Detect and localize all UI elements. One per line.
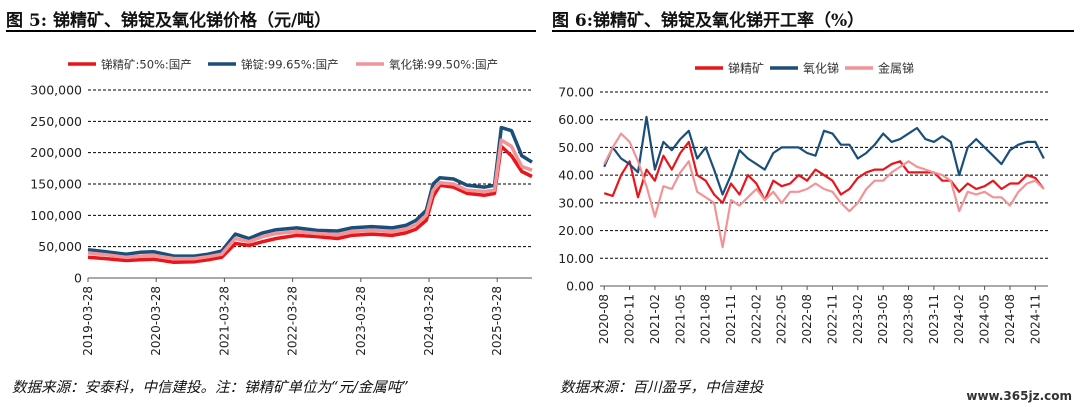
legend-label-1: 锑锭:99.65%:国产	[241, 58, 339, 72]
x-tick-label: 2024-02	[952, 294, 966, 344]
left-source-note: 数据来源：安泰科，中信建投。注：锑精矿单位为“元/金属吨”	[12, 380, 409, 396]
y-tick-label: 250,000	[30, 114, 82, 129]
x-tick-label: 2020-08	[597, 294, 611, 344]
watermark: www.365jz.com	[966, 389, 1072, 403]
left-title-rule	[6, 30, 536, 32]
x-tick-label: 2024-11	[1028, 294, 1042, 344]
right-title-rule	[552, 30, 1074, 32]
legend-label-2: 氧化锑:99.50%:国产	[389, 58, 498, 72]
x-tick-label: 2024-08	[1003, 294, 1017, 344]
x-tick-label: 2024-03-28	[422, 286, 436, 356]
y-tick-label: 30.00	[558, 195, 594, 210]
y-tick-label: 60.00	[558, 112, 594, 127]
x-tick-label: 2023-02	[851, 294, 865, 344]
utilization-chart: 0.00 10.00 20.00 30.00 40.00 50.00 60.00 70.00 2…	[558, 61, 1048, 344]
x-tick-label: 2025-03-28	[490, 286, 504, 356]
y-tick-label: 100,000	[30, 208, 82, 223]
x-tick-label: 2023-03-28	[354, 286, 368, 356]
y-tick-label: 20.00	[558, 223, 594, 238]
legend-label-0: 锑精矿	[728, 62, 764, 76]
x-tick-label: 2024-05	[978, 294, 992, 344]
x-tick-label: 2021-03-28	[217, 286, 231, 356]
x-tick-label: 2023-11	[927, 294, 941, 344]
x-tick-label: 2022-05	[775, 294, 789, 344]
left-chart-title: 图 5: 锑精矿、锑锭及氧化锑价格（元/吨）	[6, 11, 332, 31]
series-line-0	[603, 140, 1045, 204]
y-tick-label: 50.00	[558, 140, 594, 155]
x-tick-label: 2022-08	[800, 294, 814, 344]
y-tick-label: 200,000	[30, 145, 82, 160]
legend-label-0: 锑精矿:50%:国产	[101, 58, 192, 72]
series-line-1	[603, 115, 1045, 196]
series-line-1	[87, 125, 533, 258]
x-tick-label: 2023-05	[876, 294, 890, 344]
series-line-2	[87, 138, 533, 261]
y-tick-label: 0.00	[566, 279, 594, 294]
legend-label-2: 金属锑	[878, 61, 914, 76]
y-tick-label: 0	[74, 271, 82, 286]
y-tick-label: 70.00	[558, 85, 594, 100]
x-tick-label: 2021-02	[648, 294, 662, 344]
y-tick-label: 10.00	[558, 251, 594, 266]
x-tick-label: 2021-11	[724, 294, 738, 344]
y-tick-label: 50,000	[38, 239, 82, 254]
right-chart-title: 图 6:锑精矿、锑锭及氧化锑开工率（%）	[552, 11, 865, 31]
x-tick-label: 2021-08	[699, 294, 713, 344]
price-chart: 0 50,000 100,000 150,000 200,000 250,000 300,0…	[30, 58, 533, 356]
y-tick-label: 150,000	[30, 177, 82, 192]
x-tick-label: 2019-03-28	[81, 286, 95, 356]
x-tick-label: 2020-11	[623, 294, 637, 344]
x-tick-label: 2022-03-28	[286, 286, 300, 356]
x-tick-label: 2022-02	[749, 294, 763, 344]
series-line-0	[87, 144, 533, 265]
right-source-note: 数据来源：百川盈孚，中信建投	[560, 380, 763, 396]
y-tick-label: 300,000	[30, 83, 82, 98]
x-tick-label: 2020-03-28	[149, 286, 163, 356]
x-tick-label: 2022-11	[825, 294, 839, 344]
series-line-2	[603, 132, 1045, 249]
x-tick-label: 2023-08	[902, 294, 916, 344]
x-tick-label: 2021-05	[673, 294, 687, 344]
y-tick-label: 40.00	[558, 168, 594, 183]
legend-label-1: 氧化锑	[803, 62, 839, 76]
